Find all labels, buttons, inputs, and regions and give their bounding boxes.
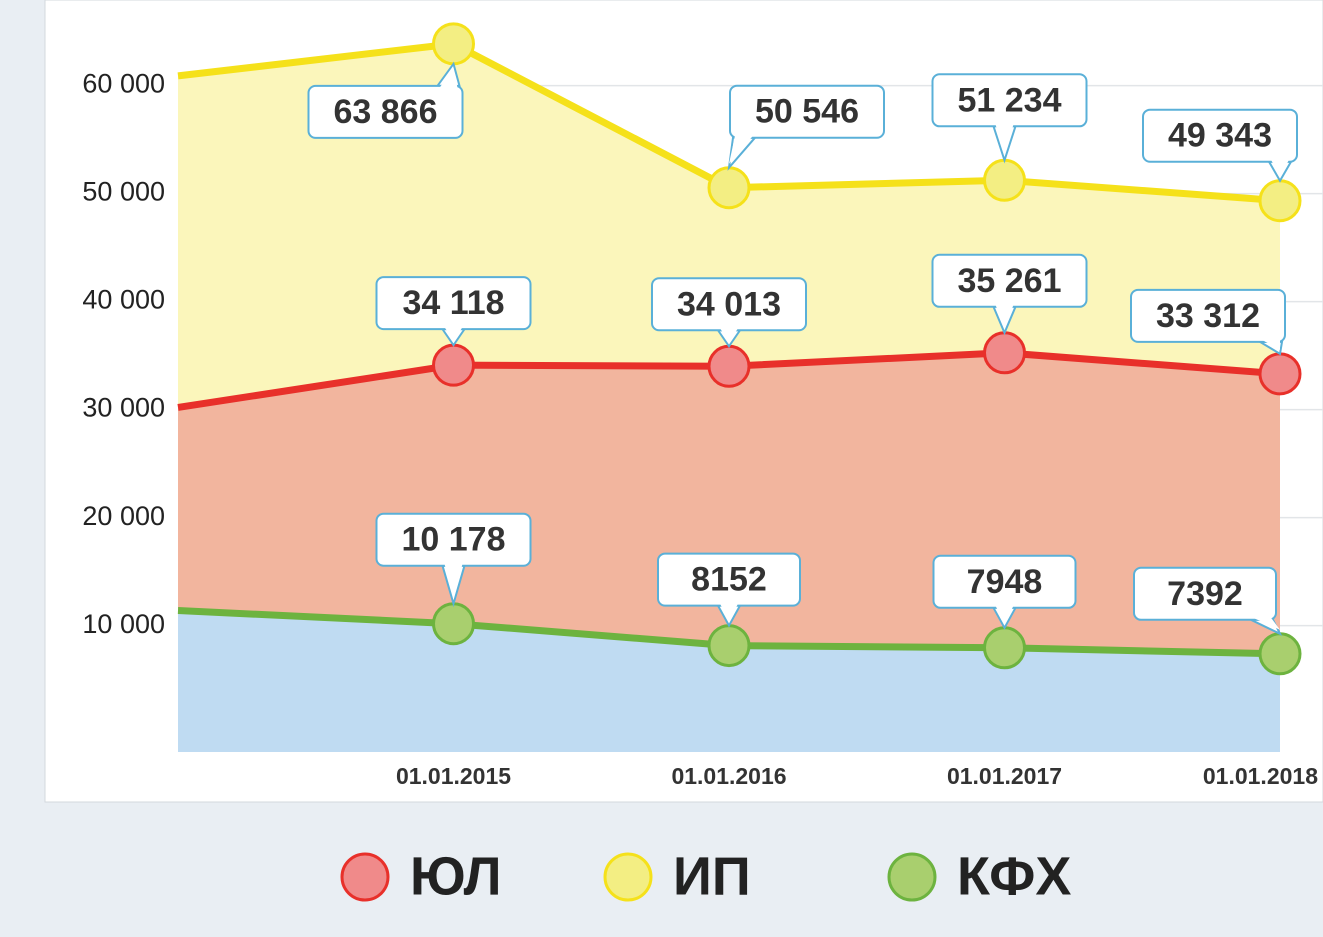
data-label: 51 234: [958, 81, 1062, 119]
legend-label: ЮЛ: [410, 846, 502, 906]
callout-pointer-fill: [1271, 159, 1289, 177]
point: [1258, 632, 1302, 676]
callout-box: [729, 84, 885, 139]
y-tick-label: 60 000: [82, 69, 165, 99]
callout-pointer-fill: [1253, 617, 1280, 630]
data-label: 34 013: [677, 285, 781, 323]
callout-box: [1142, 108, 1298, 163]
legend-marker: [340, 852, 390, 902]
legend-label: ИП: [673, 846, 751, 906]
point: [432, 343, 475, 387]
data-label: 49 343: [1168, 117, 1272, 155]
legend-label: КФХ: [957, 846, 1071, 906]
y-tick-label: 50 000: [82, 177, 165, 207]
point: [707, 624, 751, 668]
data-label: 34 118: [402, 284, 504, 322]
point: [983, 626, 1026, 670]
callout-pointer-fill: [444, 327, 463, 342]
callout-pointer-fill: [995, 124, 1014, 157]
data-label: 10 178: [402, 521, 506, 559]
point: [707, 166, 751, 210]
callout-pointer-fill: [729, 135, 753, 164]
data-label: 7392: [1167, 575, 1243, 613]
legend-marker: [603, 852, 653, 902]
y-tick-label: 20 000: [82, 501, 165, 531]
point: [707, 344, 751, 388]
callout-pointer-fill: [720, 603, 738, 622]
area: [178, 610, 1280, 752]
callout-box: [1130, 288, 1286, 343]
data-label: 33 312: [1156, 297, 1260, 335]
x-tick-label: 01.01.2016: [671, 763, 786, 789]
y-tick-label: 40 000: [82, 285, 165, 315]
callout-pointer-fill: [439, 67, 458, 88]
point: [432, 602, 475, 646]
x-tick-label: 01.01.2017: [947, 763, 1062, 789]
point: [432, 22, 475, 66]
x-tick-label: 01.01.2018: [1203, 763, 1318, 789]
callout-pointer-fill: [995, 304, 1014, 329]
point: [983, 331, 1026, 375]
y-tick-label: 30 000: [82, 393, 165, 423]
callout-pointer-fill: [444, 563, 463, 600]
y-tick-label: 10 000: [82, 609, 165, 639]
callout-pointer-fill: [1262, 339, 1280, 350]
callout-box: [1133, 566, 1277, 621]
callout-pointer-fill: [720, 328, 738, 343]
data-label: 8152: [691, 561, 767, 599]
data-label: 35 261: [958, 262, 1062, 300]
callout-box: [307, 84, 464, 139]
data-label: 50 546: [755, 93, 859, 131]
point: [1258, 352, 1302, 396]
data-label: 7948: [967, 563, 1043, 601]
data-label: 63 866: [334, 93, 438, 131]
point: [1258, 179, 1302, 223]
point: [983, 158, 1026, 202]
callout-pointer-fill: [995, 605, 1014, 624]
legend-marker: [887, 852, 937, 902]
x-tick-label: 01.01.2015: [396, 763, 511, 789]
